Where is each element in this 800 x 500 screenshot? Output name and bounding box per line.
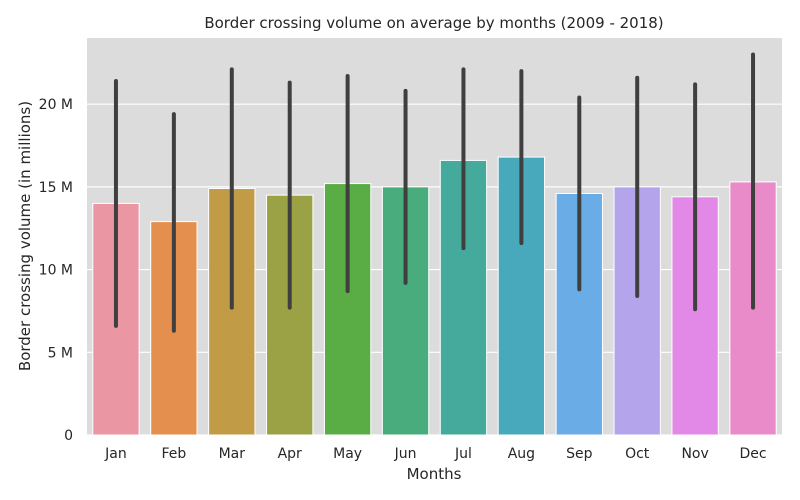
x-tick-label: Jun [394, 446, 417, 462]
x-tick-label: May [333, 446, 362, 462]
y-tick-label: 5 M [48, 345, 73, 361]
x-axis-ticks: Jan Feb Mar Apr May Jun Jul Aug Sep Oct Nov Dec [104, 446, 766, 462]
y-tick-label: 20 M [39, 97, 73, 113]
chart-title: Border crossing volume on average by mon… [204, 14, 663, 32]
x-tick-label: Apr [278, 446, 302, 462]
x-tick-label: Jul [454, 446, 472, 462]
y-axis-title: Border crossing volume (in millions) [16, 101, 34, 371]
x-tick-label: Mar [219, 446, 246, 462]
error-bars [113, 52, 756, 333]
y-axis-ticks: 0 5 M 10 M 15 M 20 M [39, 97, 73, 444]
y-tick-label: 15 M [39, 180, 73, 196]
y-tick-label: 10 M [39, 263, 73, 279]
x-tick-label: Dec [739, 446, 766, 462]
x-axis-title: Months [407, 465, 462, 483]
x-tick-label: Jan [104, 446, 127, 462]
grid-lines [87, 103, 782, 436]
x-tick-label: Aug [508, 446, 535, 462]
x-tick-label: Feb [161, 446, 186, 462]
y-tick-label: 0 [64, 428, 73, 444]
x-tick-label: Nov [681, 446, 708, 462]
x-tick-label: Oct [625, 446, 650, 462]
x-tick-label: Sep [566, 446, 593, 462]
